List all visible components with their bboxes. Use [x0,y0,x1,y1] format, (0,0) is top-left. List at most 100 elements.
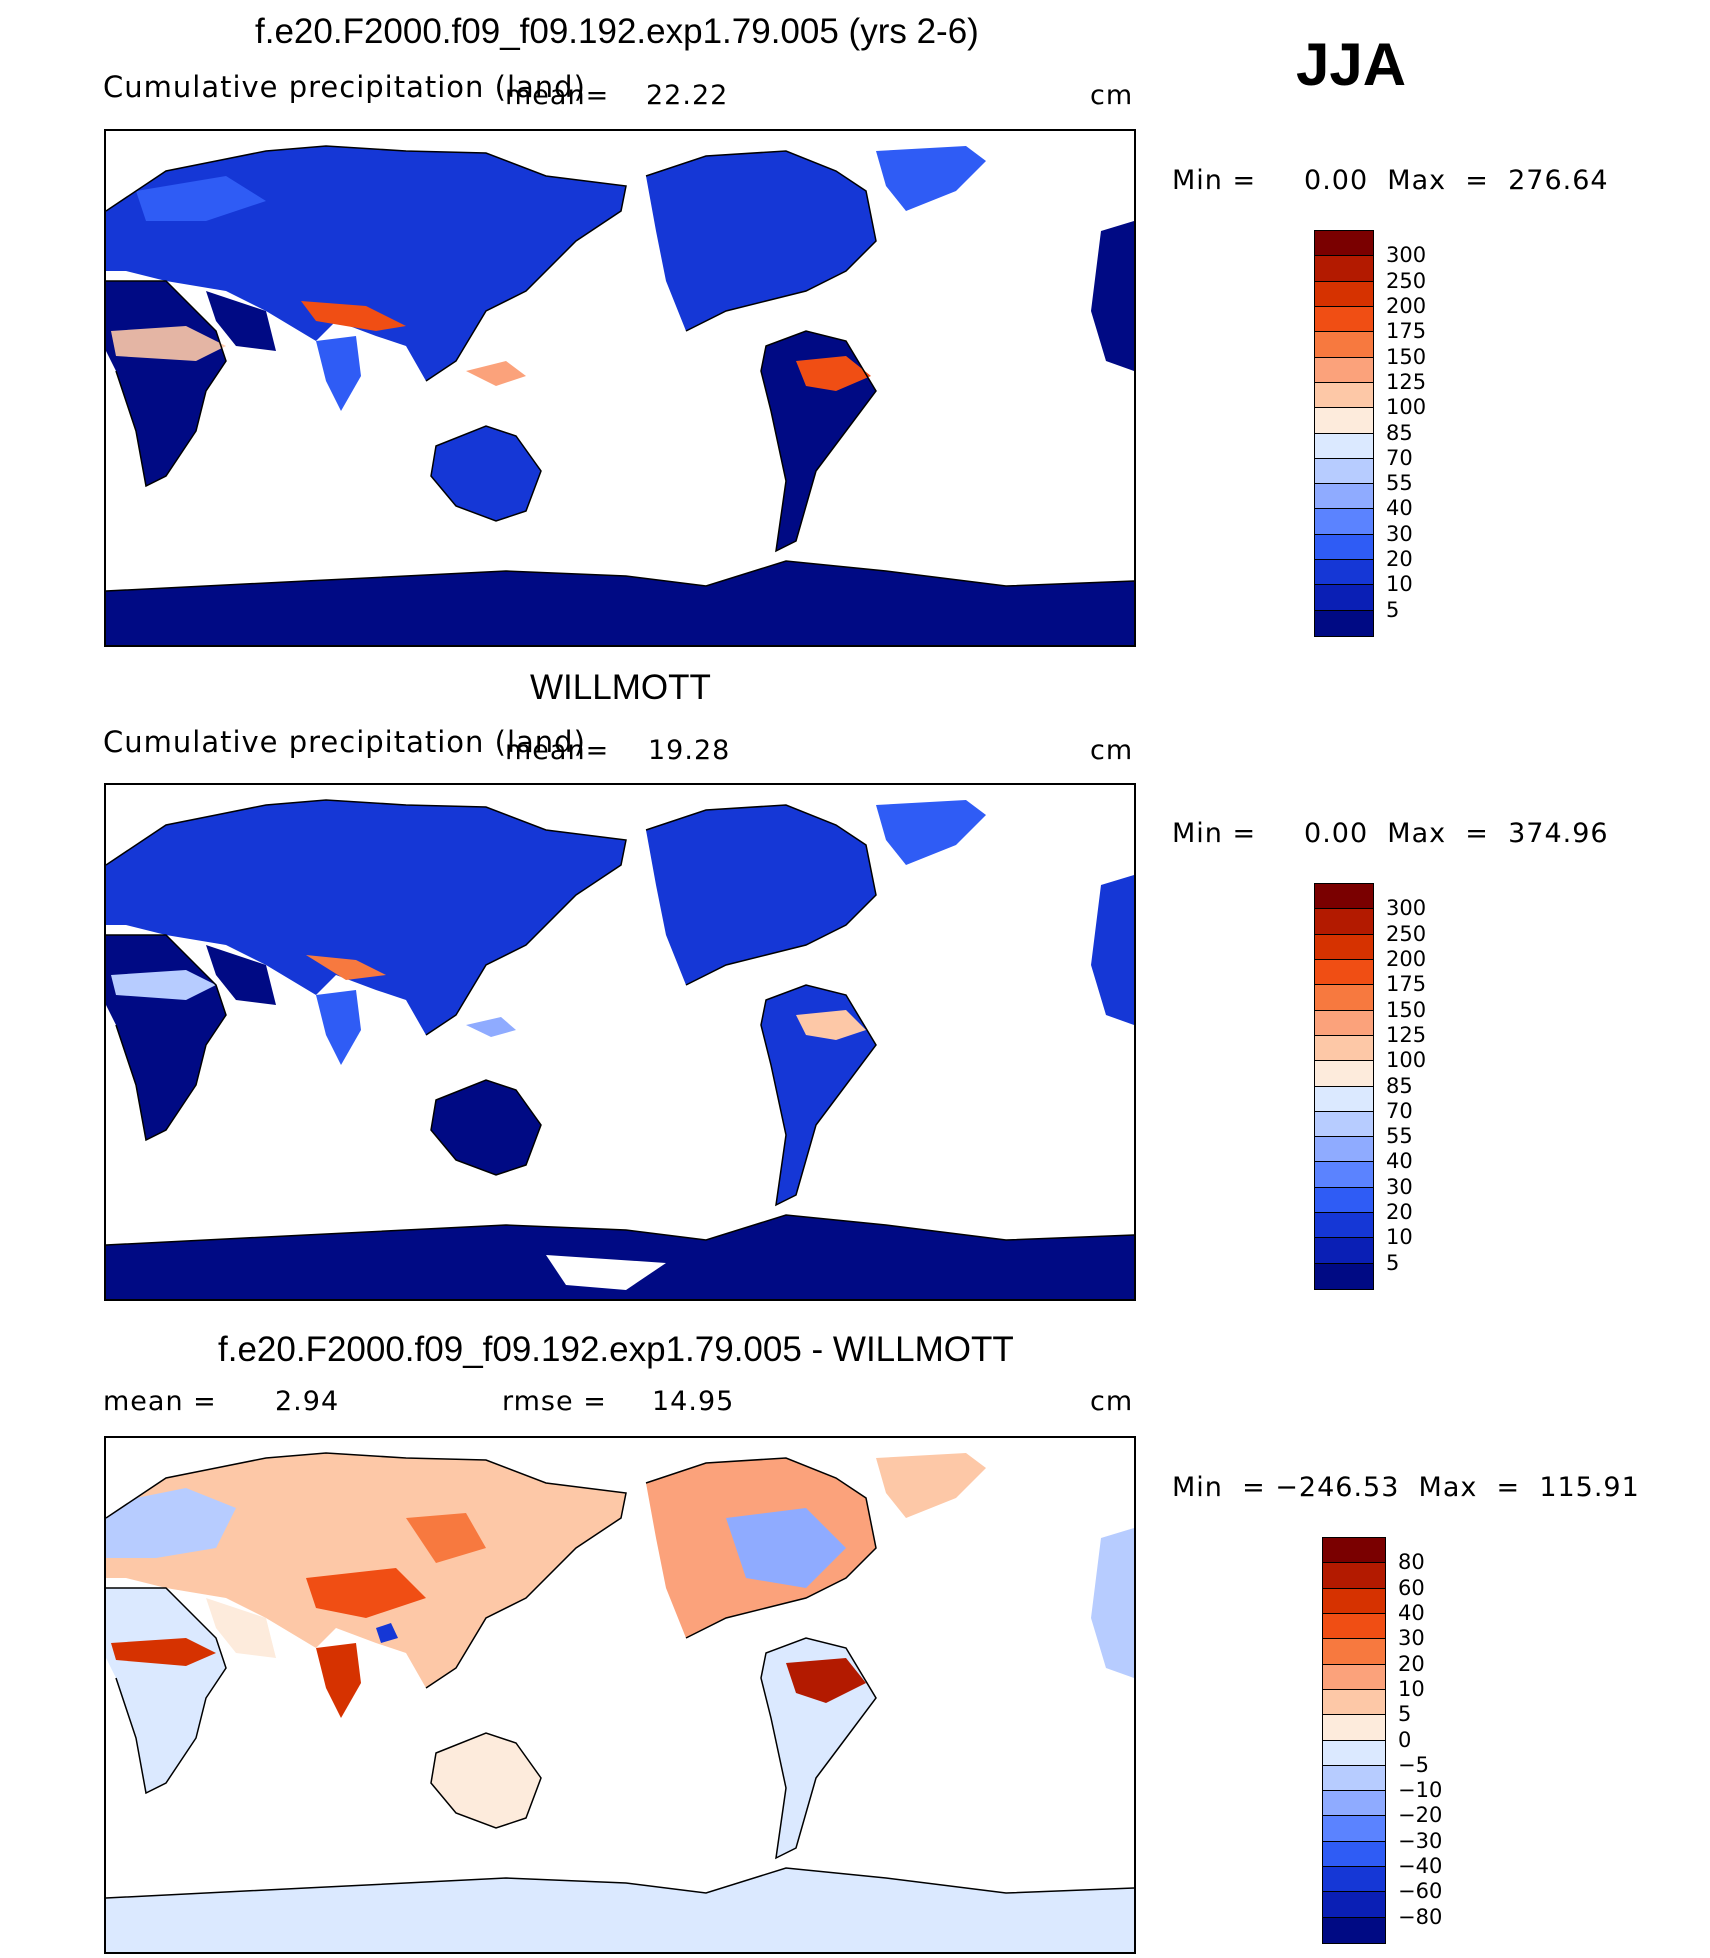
colorbar-swatch [1323,1740,1385,1766]
colorbar-label: 85 [1386,1073,1413,1098]
colorbar-label: 40 [1386,496,1413,521]
europe-mid [136,176,266,221]
colorbar-swatch [1315,1086,1373,1112]
sahel-band [111,326,226,361]
colorbar-label: 60 [1398,1575,1425,1600]
colorbar-swatch [1315,281,1373,307]
tibet-anomaly [306,1568,426,1618]
panel2-mean-value: 19.28 [648,735,731,766]
colorbar-swatch [1315,1263,1373,1289]
antarctica-gap [546,1255,666,1290]
colorbar-label: 100 [1386,395,1427,420]
colorbar-swatch [1315,585,1373,611]
panel2-land [106,800,1134,1299]
panel3-rmse-label: rmse = [502,1386,607,1417]
colorbar-label: −20 [1398,1803,1443,1828]
colorbar-label: −10 [1398,1778,1443,1803]
colorbar-swatch [1315,610,1373,636]
colorbar-swatch [1315,357,1373,383]
colorbar-label: 125 [1386,1022,1427,1047]
colorbar-swatch [1323,1689,1385,1716]
colorbar-label: 80 [1398,1550,1425,1575]
colorbar-swatch [1315,306,1373,333]
colorbar-swatch [1323,1588,1385,1614]
colorbar-swatch [1315,1035,1373,1062]
antarctica [106,1215,1134,1299]
colorbar-label: 20 [1386,547,1413,572]
colorbar-swatch [1323,1538,1385,1564]
colorbar-swatch [1315,560,1373,586]
panel2-range: Min = 0.00 Max = 374.96 [1172,818,1609,849]
colorbar-swatch [1315,484,1373,510]
colorbar-label: 20 [1386,1200,1413,1225]
africa [106,281,226,486]
colorbar-label: 175 [1386,319,1427,344]
colorbar-swatch [1315,985,1373,1011]
colorbar-swatch [1315,1213,1373,1239]
colorbar-label: −80 [1398,1904,1443,1929]
panel1-title: f.e20.F2000.f09_f09.192.exp1.79.005 (yrs… [255,12,979,51]
colorbar-swatch [1323,1639,1385,1665]
panel1-mean-label: mean= [505,80,610,111]
greenland [876,146,986,211]
india [316,1643,361,1718]
colorbar-label: 40 [1386,1149,1413,1174]
colorbar-label: 100 [1386,1048,1427,1073]
sahel-band [111,970,216,1000]
colorbar-label: 250 [1386,268,1427,293]
panel1-map-graphic [106,145,1134,645]
panel3-mean-value: 2.94 [275,1386,340,1417]
colorbar-swatch [1315,256,1373,282]
greenland [876,800,986,865]
colorbar-label: 20 [1398,1651,1425,1676]
india [316,990,361,1065]
colorbar-swatch [1315,1187,1373,1214]
panel2-subtitle: Cumulative precipitation (land) [103,725,586,759]
colorbar-swatch [1315,408,1373,434]
eurasia [106,1453,626,1688]
amazon-anomaly [786,1658,866,1703]
india [316,336,361,411]
colorbar-swatch [1315,884,1373,910]
panel2-mean-label: mean= [505,735,610,766]
antarctica [106,1868,1134,1952]
panel3-rmse-value: 14.95 [652,1386,735,1417]
antarctica [106,561,1134,645]
colorbar-label: 55 [1386,1124,1413,1149]
colorbar-label: 250 [1386,921,1427,946]
china-anomaly [406,1513,486,1563]
colorbar-swatch [1323,1841,1385,1868]
colorbar-swatch [1315,332,1373,358]
panel1-colorbar [1314,230,1374,637]
colorbar-swatch [1315,1162,1373,1188]
panel3-land [106,1453,1134,1952]
colorbar-label: 5 [1386,597,1400,622]
africa [106,935,226,1140]
arabia [206,1598,276,1658]
himalaya-band [301,301,406,331]
amazon-wet [796,356,871,391]
panel1-map [104,129,1136,647]
panel3-coastlines [106,1452,1134,1899]
arabia [206,945,276,1005]
colorbar-label: 200 [1386,293,1427,318]
colorbar-swatch [1315,1137,1373,1163]
colorbar-label: 175 [1386,972,1427,997]
colorbar-swatch [1315,458,1373,485]
colorbar-label: 40 [1398,1600,1425,1625]
panel2-coastlines [106,799,1134,1246]
panel3-title: f.e20.F2000.f09_f09.192.exp1.79.005 - WI… [218,1330,1014,1369]
sahel-anomaly [111,1638,216,1666]
colorbar-swatch [1323,1867,1385,1893]
colorbar-label: 200 [1386,946,1427,971]
colorbar-swatch [1323,1816,1385,1842]
panel3-anomalies [111,1513,866,1703]
panel3-map [104,1436,1136,1954]
panel2-colorbar [1314,883,1374,1290]
colorbar-swatch [1315,959,1373,986]
panel1-range: Min = 0.00 Max = 276.64 [1172,165,1609,196]
colorbar-label: 10 [1386,572,1413,597]
colorbar-swatch [1315,909,1373,935]
amazon-wet [796,1010,866,1040]
panel1-wet-regions [111,176,871,391]
